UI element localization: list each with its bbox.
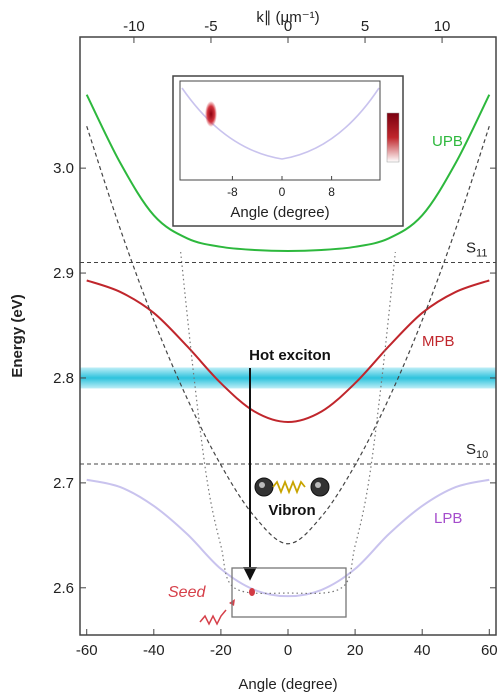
vibron-label: Vibron xyxy=(268,502,315,519)
x-tick-label: -60 xyxy=(76,642,98,659)
reference-lines xyxy=(80,262,496,465)
x-axis-label: Angle (degree) xyxy=(238,676,337,693)
top-tick-label: -10 xyxy=(123,18,145,35)
inset-tick-label: 0 xyxy=(279,185,286,199)
seed-wave-icon xyxy=(199,609,227,626)
lpb-label: LPB xyxy=(434,510,462,527)
y-tick-label: 2.8 xyxy=(53,370,74,387)
inset: -8 0 8 Angle (degree) xyxy=(172,75,404,227)
zoom-box xyxy=(231,567,347,618)
inset-emission-spot xyxy=(205,101,217,127)
top-tick-label: -5 xyxy=(204,18,217,35)
inset-tick-label: 8 xyxy=(328,185,335,199)
curves xyxy=(85,94,491,598)
top-tick-label: 0 xyxy=(284,18,292,35)
hot-exciton-band-rect xyxy=(80,367,496,389)
vibron-icon xyxy=(254,477,330,497)
plot-frame xyxy=(79,36,497,636)
dashed-curve-3 xyxy=(86,125,490,545)
inset-x-label: Angle (degree) xyxy=(230,204,329,221)
x-tick-label: 20 xyxy=(347,642,364,659)
inset-plot-area xyxy=(179,80,381,181)
s-level-label-10: S10 xyxy=(466,441,488,461)
hot-exciton-band xyxy=(80,367,496,389)
x-tick-label: -20 xyxy=(210,642,232,659)
y-tick-label: 2.6 xyxy=(53,580,74,597)
upb-label: UPB xyxy=(432,133,463,150)
seed-spot xyxy=(249,588,255,596)
inset-tick-label: -8 xyxy=(227,185,238,199)
x-tick-label: 0 xyxy=(284,642,292,659)
inset-colorbar xyxy=(386,112,400,163)
top-tick-label: 5 xyxy=(361,18,369,35)
hot-exciton-label: Hot exciton xyxy=(249,347,331,364)
x-tick-label: -40 xyxy=(143,642,165,659)
seed-label: Seed xyxy=(168,584,206,601)
s-level-label-11: S11 xyxy=(466,240,487,260)
mpb-label: MPB xyxy=(422,333,455,350)
y-axis-label: Energy (eV) xyxy=(9,294,26,377)
axis-ticks: -60 -40 -20 0 20 40 60 2.6 2.7 2.8 2.9 3.0 -10 -5 0 5 10 xyxy=(53,18,497,659)
x-tick-label: 40 xyxy=(414,642,431,659)
top-tick-label: 10 xyxy=(434,18,451,35)
top-axis-label: k∥ (μm⁻¹) xyxy=(256,9,319,26)
y-tick-label: 3.0 xyxy=(53,160,74,177)
lpb-curve xyxy=(86,478,490,598)
mpb-curve xyxy=(86,279,490,424)
x-tick-label: 60 xyxy=(481,642,498,659)
dotted-curve-4 xyxy=(180,252,396,595)
upb-curve xyxy=(85,94,491,253)
s-level-labels: S11 S10 xyxy=(466,240,488,461)
y-tick-label: 2.7 xyxy=(53,475,74,492)
y-tick-label: 2.9 xyxy=(53,265,74,282)
inset-ticks: -8 0 8 xyxy=(227,176,335,199)
